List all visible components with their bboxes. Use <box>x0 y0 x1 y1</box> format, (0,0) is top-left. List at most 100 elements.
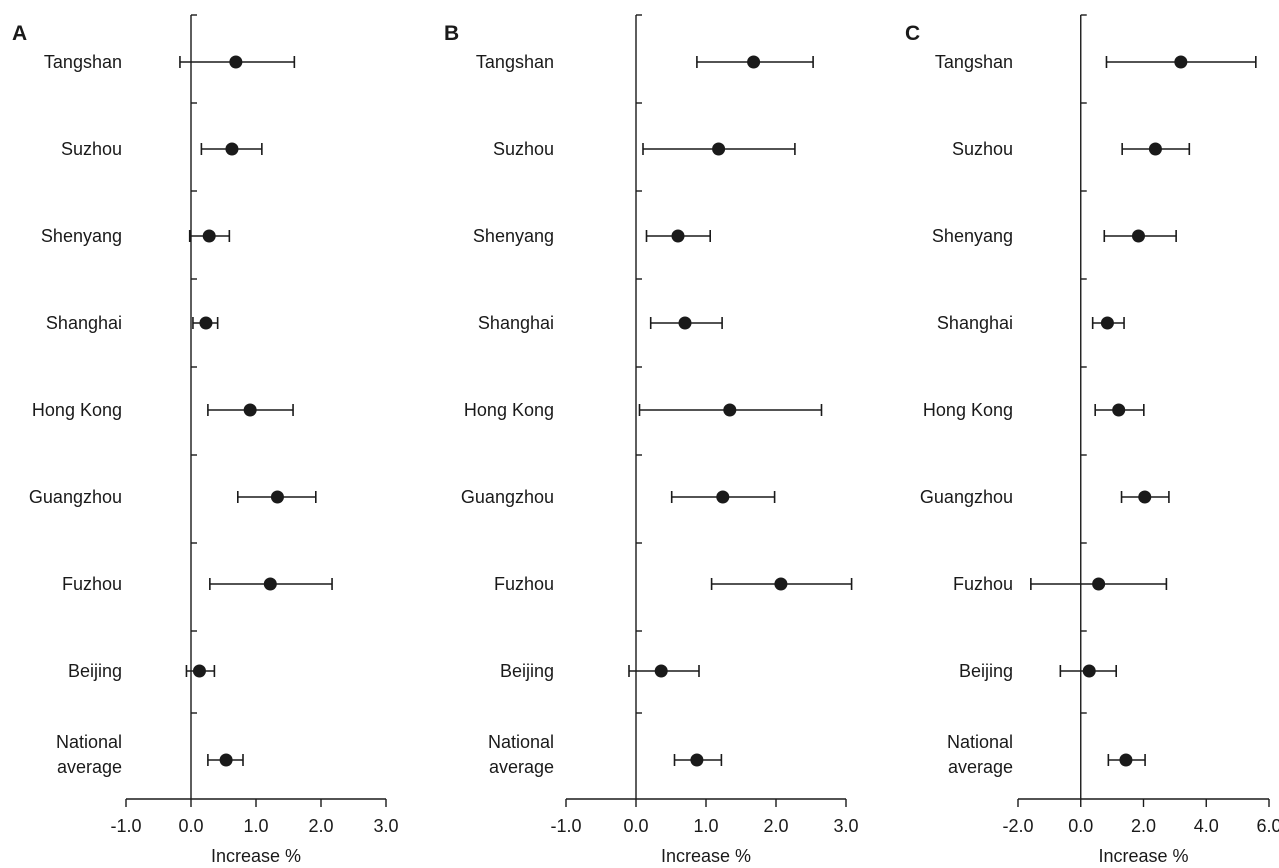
x-tick-label: 0.0 <box>178 816 203 836</box>
x-tick-label: 2.0 <box>763 816 788 836</box>
city-label: Tangshan <box>935 52 1013 72</box>
x-tick-label: -1.0 <box>550 816 581 836</box>
point-estimate <box>1082 664 1096 678</box>
city-label: National average <box>947 732 1013 777</box>
city-label: Guangzhou <box>920 487 1013 507</box>
panel-c: C -2.0 0.0 2.0 4.0 6.0 Increase % Tangshan Suzho… <box>905 14 1279 866</box>
panel-letter: A <box>12 22 27 45</box>
city-label: Hong Kong <box>464 400 554 420</box>
x-tick-label: 3.0 <box>373 816 398 836</box>
point-estimate <box>1112 403 1126 417</box>
row-shanghai: Shanghai <box>478 313 723 333</box>
point-estimate <box>1100 316 1114 330</box>
city-label: Shanghai <box>46 313 122 333</box>
city-label: National average <box>56 732 122 777</box>
row-national-average: National average <box>56 732 244 777</box>
city-label: Fuzhou <box>953 574 1013 594</box>
row-shanghai: Shanghai <box>46 313 219 333</box>
city-label: Shenyang <box>932 226 1013 246</box>
city-label: Suzhou <box>952 139 1013 159</box>
panel-letter: C <box>905 22 920 45</box>
city-label: Beijing <box>959 661 1013 681</box>
row-suzhou: Suzhou <box>493 139 796 159</box>
row-national-average: National average <box>947 732 1146 777</box>
x-tick-label: 4.0 <box>1194 816 1219 836</box>
point-estimate <box>690 753 704 767</box>
city-label: Guangzhou <box>461 487 554 507</box>
row-fuzhou: Fuzhou <box>494 574 853 594</box>
point-estimate <box>270 490 284 504</box>
city-label: Beijing <box>500 661 554 681</box>
point-estimate <box>1092 577 1106 591</box>
point-estimate <box>716 490 730 504</box>
x-tick-label: 0.0 <box>623 816 648 836</box>
x-axis-title: Increase % <box>1098 846 1188 866</box>
row-shanghai: Shanghai <box>937 313 1125 333</box>
row-national-average: National average <box>488 732 723 777</box>
row-hong-kong: Hong Kong <box>923 400 1145 420</box>
x-tick-label: 0.0 <box>1068 816 1093 836</box>
row-fuzhou: Fuzhou <box>62 574 333 594</box>
point-estimate <box>1174 55 1188 69</box>
point-estimate <box>1119 753 1133 767</box>
city-label: Suzhou <box>493 139 554 159</box>
point-estimate <box>1138 490 1152 504</box>
x-axis-title: Increase % <box>211 846 301 866</box>
point-estimate <box>243 403 257 417</box>
city-label: Shenyang <box>473 226 554 246</box>
row-tangshan: Tangshan <box>44 52 296 72</box>
point-estimate <box>774 577 788 591</box>
city-label: Tangshan <box>476 52 554 72</box>
point-estimate <box>747 55 761 69</box>
row-tangshan: Tangshan <box>935 52 1257 72</box>
row-tangshan: Tangshan <box>476 52 814 72</box>
point-estimate <box>225 142 239 156</box>
point-estimate <box>1131 229 1145 243</box>
point-estimate <box>723 403 737 417</box>
city-label: Suzhou <box>61 139 122 159</box>
panel-letter: B <box>444 22 459 45</box>
point-estimate <box>202 229 216 243</box>
point-estimate <box>229 55 243 69</box>
row-shenyang: Shenyang <box>41 226 231 246</box>
city-label: Fuzhou <box>494 574 554 594</box>
city-label: Hong Kong <box>32 400 122 420</box>
row-guangzhou: Guangzhou <box>29 487 317 507</box>
x-tick-label: 3.0 <box>833 816 858 836</box>
row-shenyang: Shenyang <box>932 226 1177 246</box>
row-hong-kong: Hong Kong <box>32 400 294 420</box>
row-suzhou: Suzhou <box>61 139 263 159</box>
city-label: Beijing <box>68 661 122 681</box>
x-tick-label: 1.0 <box>243 816 268 836</box>
point-estimate <box>199 316 213 330</box>
city-label: Guangzhou <box>29 487 122 507</box>
point-estimate <box>678 316 692 330</box>
panel-a: A -1.0 0.0 1.0 2.0 3.0 Increase % Tangshan Suzho… <box>12 14 399 866</box>
x-tick-label: -1.0 <box>110 816 141 836</box>
row-shenyang: Shenyang <box>473 226 712 246</box>
point-estimate <box>671 229 685 243</box>
x-tick-label: -2.0 <box>1002 816 1033 836</box>
row-beijing: Beijing <box>68 661 216 681</box>
city-label: Fuzhou <box>62 574 122 594</box>
city-label: Tangshan <box>44 52 122 72</box>
row-beijing: Beijing <box>500 661 700 681</box>
x-tick-label: 2.0 <box>308 816 333 836</box>
row-suzhou: Suzhou <box>952 139 1191 159</box>
row-guangzhou: Guangzhou <box>920 487 1170 507</box>
point-estimate <box>654 664 668 678</box>
point-estimate <box>219 753 233 767</box>
row-fuzhou: Fuzhou <box>953 574 1168 594</box>
x-tick-label: 6.0 <box>1256 816 1279 836</box>
city-label: Hong Kong <box>923 400 1013 420</box>
point-estimate <box>192 664 206 678</box>
point-estimate <box>712 142 726 156</box>
row-hong-kong: Hong Kong <box>464 400 823 420</box>
x-tick-label: 1.0 <box>693 816 718 836</box>
point-estimate <box>1148 142 1162 156</box>
row-beijing: Beijing <box>959 661 1118 681</box>
x-axis-title: Increase % <box>661 846 751 866</box>
city-label: Shanghai <box>937 313 1013 333</box>
point-estimate <box>263 577 277 591</box>
